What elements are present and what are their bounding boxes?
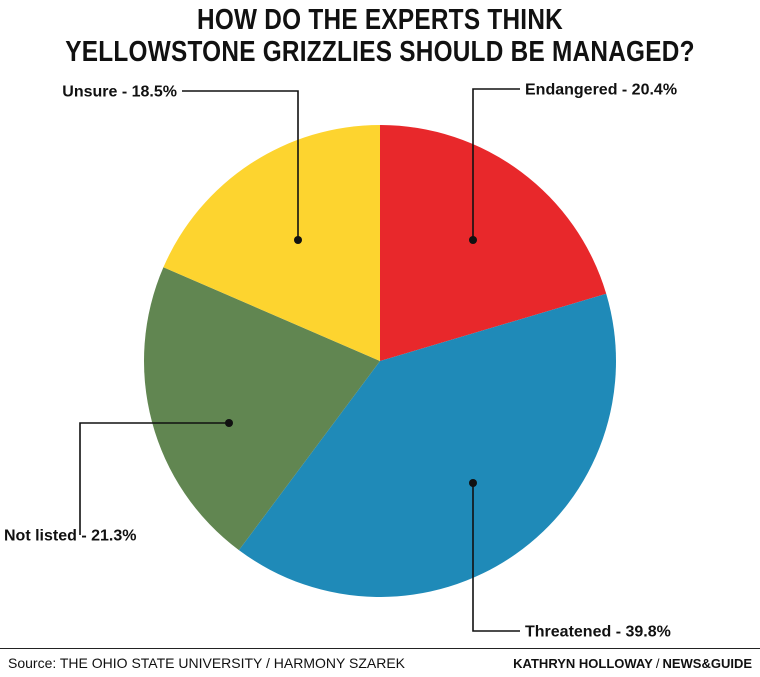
leader-line-endangered (472, 88, 520, 240)
leader-dot-unsure (294, 236, 302, 244)
leader-dot-not-listed (225, 419, 233, 427)
credit-separator: / (655, 656, 660, 671)
leader-dot-endangered (469, 236, 477, 244)
chart-title: HOW DO THE EXPERTS THINK YELLOWSTONE GRI… (61, 4, 699, 68)
slice-label-unsure: Unsure - 18.5% (62, 84, 177, 101)
leader-dot-threatened (469, 479, 477, 487)
leader-line-threatened (472, 483, 520, 632)
chart-title-line-1: HOW DO THE EXPERTS THINK (196, 4, 564, 36)
source-credit: Source: THE OHIO STATE UNIVERSITY / HARM… (8, 655, 406, 671)
slice-label-endangered: Endangered - 20.4% (525, 82, 677, 99)
pie-slice-threatened (238, 293, 616, 598)
slice-label-threatened: Threatened - 39.8% (525, 624, 671, 641)
footer-divider (0, 648, 760, 649)
pie-slice-endangered (380, 125, 607, 361)
author-name: KATHRYN HOLLOWAY (513, 656, 653, 671)
graphic-credit: KATHRYN HOLLOWAY / NEWS&GUIDE (513, 656, 752, 671)
outlet-name: NEWS&GUIDE (662, 656, 752, 671)
leader-line-unsure (182, 90, 299, 240)
pie-slice-unsure (163, 125, 380, 361)
leader-line-not-listed (79, 422, 229, 535)
chart-title-line-2: YELLOWSTONE GRIZZLIES SHOULD BE MANAGED? (65, 36, 695, 68)
slice-label-not-listed: Not listed - 21.3% (4, 528, 136, 545)
pie-slice-not-listed (143, 267, 380, 551)
